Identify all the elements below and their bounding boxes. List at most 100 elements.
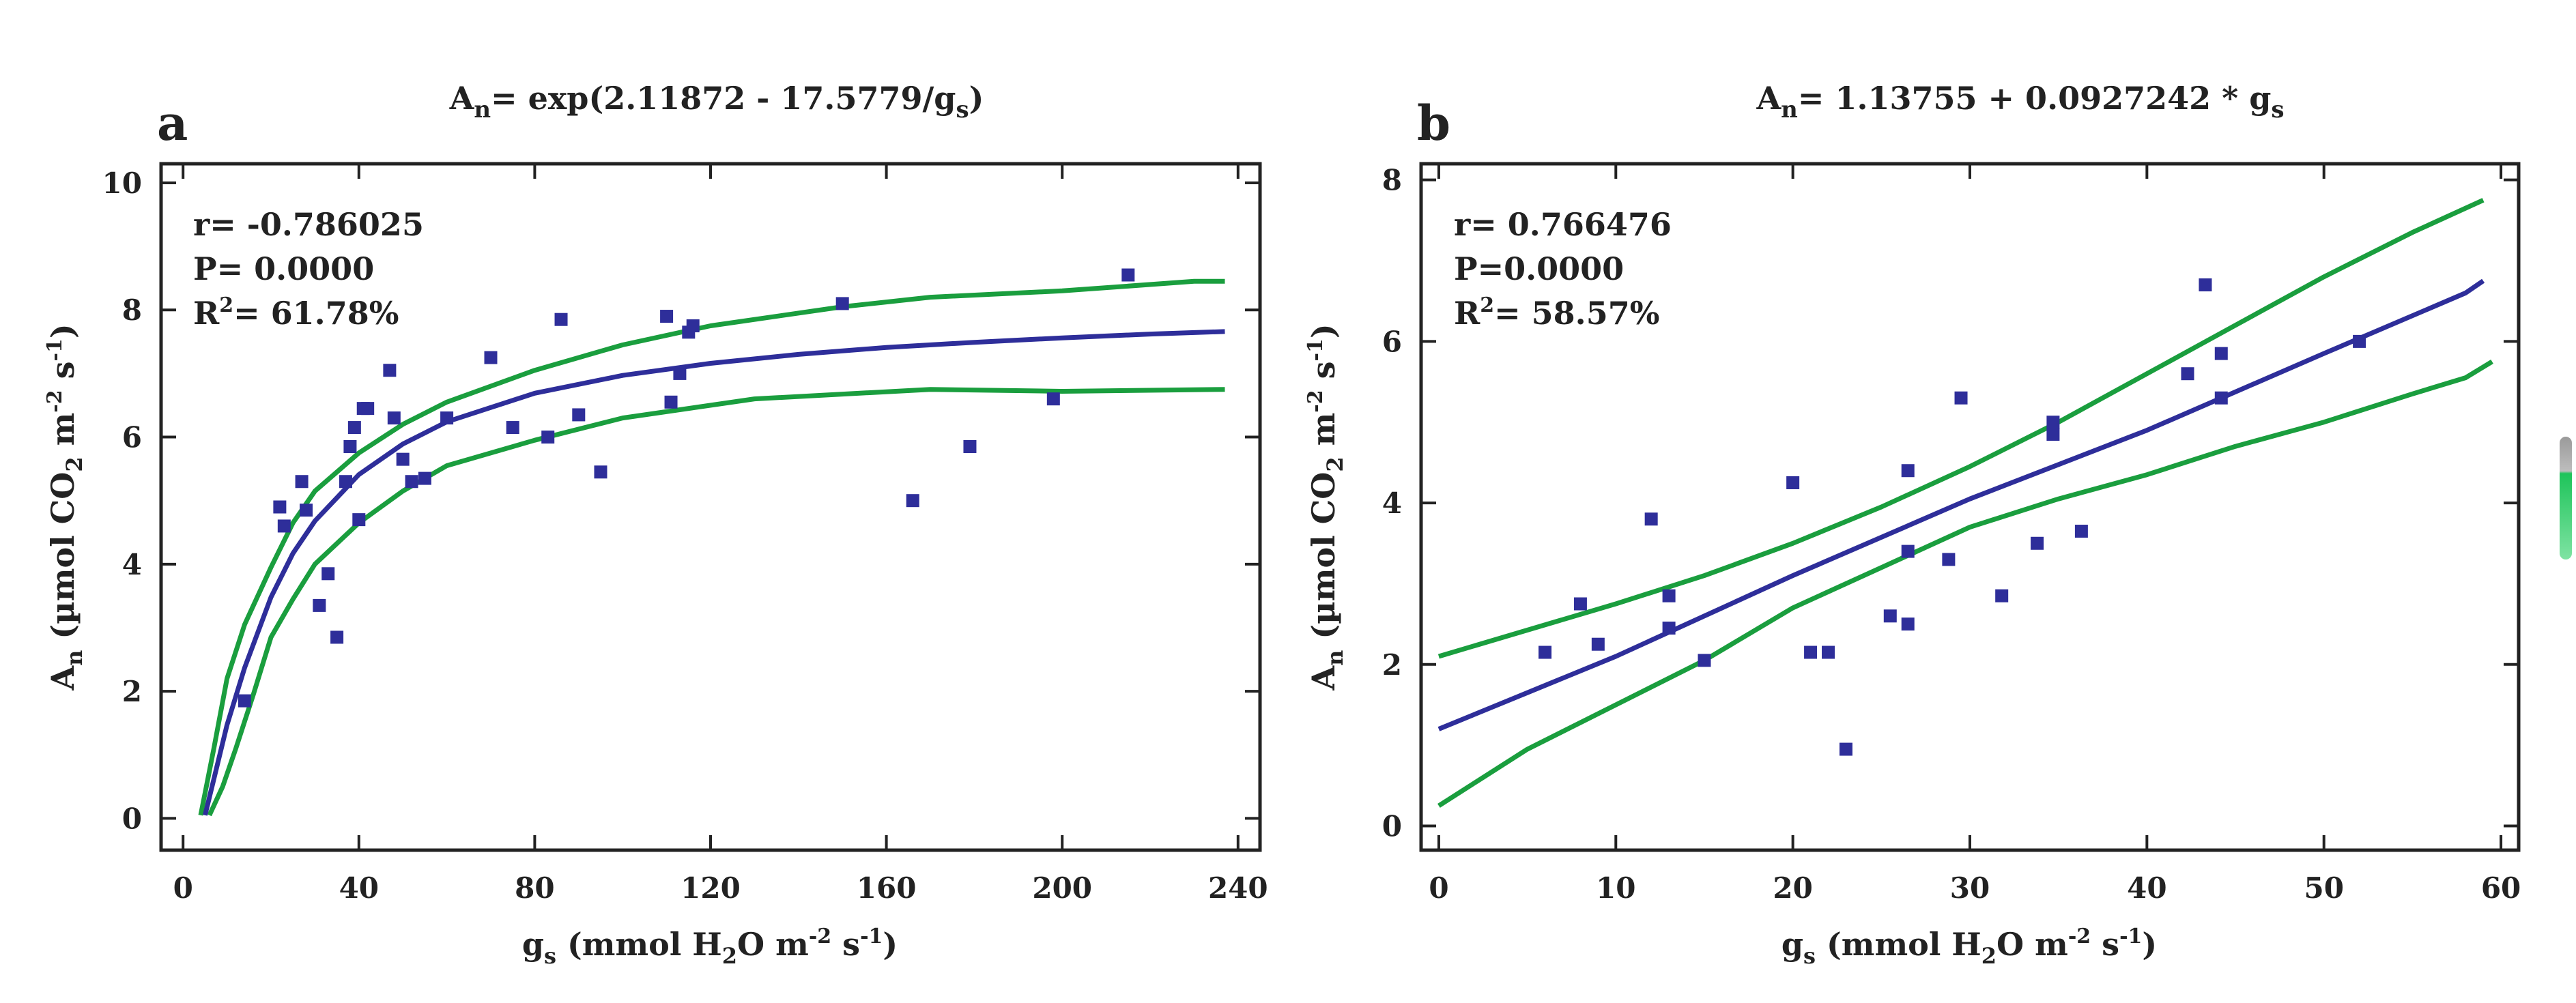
panel-b-data-point (2214, 347, 2228, 360)
panel-b-data-point (1573, 597, 1587, 611)
panel-a-ylabel-c-sup: -2 (43, 390, 67, 412)
panel-b-xlabel-c: O m (1997, 926, 2068, 963)
panel-a-data-point (660, 310, 674, 323)
panel-a-ci-lines (198, 278, 1225, 817)
panel-a-data-point (361, 402, 375, 416)
panel-a-data-point (300, 504, 313, 517)
panel-a-y-tick-label: 4 (122, 548, 142, 581)
panel-a-x-tick-label: 160 (857, 871, 917, 905)
panel-b-ylabel-b-sub: 2 (1322, 456, 1348, 471)
panel-a-xlabel-d-sup: -1 (860, 925, 883, 948)
panel-a-data-point (396, 452, 410, 466)
panel-b-data-point (1995, 589, 2009, 602)
panel-b-x-tick-label: 40 (2127, 871, 2166, 905)
panel-b-data-point (2199, 278, 2212, 292)
panel-b-title-lhs-sub: n (1781, 96, 1798, 123)
panel-a-data-point (440, 411, 454, 425)
panel-b-data-point (1662, 622, 1676, 635)
panel-b-xlabel-e: ) (2142, 926, 2157, 963)
panel-b-ylabel-b: (µmol CO (1305, 472, 1342, 650)
panel-a-x-tick-label: 240 (1208, 871, 1268, 905)
panel-a-data-point (906, 494, 919, 508)
panel-a-points (238, 268, 1135, 708)
panel-b-ylabel-c: m (1305, 413, 1342, 457)
panel-b-xlabel-a: g (1781, 926, 1803, 963)
panel-b-y-tick-label: 8 (1382, 164, 1402, 197)
panel-a-y-tick-label: 6 (122, 421, 142, 454)
panel-b-data-point (1786, 476, 1800, 489)
panel-a-ylabel-d: s (44, 361, 81, 390)
panel-a-data-point (313, 598, 326, 612)
panel-b-data-point (1822, 645, 1835, 659)
panel-b-y-tick-label: 0 (1382, 809, 1402, 843)
panel-b-ticks: 0 10 20 30 40 50 60 0 2 4 6 8 (1382, 164, 2521, 905)
panel-b-data-point (2046, 416, 2060, 429)
panel-b-x-tick-label: 60 (2481, 871, 2521, 905)
panel-a-data-point (352, 513, 366, 527)
panel-a-stat-r2-pre: R (193, 295, 220, 332)
panel-a-stat-r2-post: = 61.78% (233, 295, 399, 332)
panel-b-fit-line (1437, 278, 2485, 731)
panel-b-title-rhs: = 1.13755 + 0.0927242 * g (1798, 80, 2272, 117)
panel-b-stat-r2-pre: R (1454, 295, 1480, 332)
panel-b-stat-r2: R2= 58.57% (1454, 293, 1659, 332)
panel-a-data-point (347, 421, 361, 435)
panel-a-ticks: 0 40 80 120 160 200 240 0 2 4 6 8 10 (102, 164, 1268, 905)
panel-a-x-tick-label: 0 (173, 871, 193, 905)
panel-a-data-point (594, 465, 607, 479)
panel-b-ci-lines (1437, 198, 2493, 808)
panel-b-stat-r: r= 0.766476 (1454, 206, 1672, 243)
panel-a-y-tick-label: 2 (122, 675, 142, 708)
panel-a-data-point (387, 411, 401, 425)
panel-b-x-tick-label: 0 (1429, 871, 1448, 905)
panel-a-data-point (339, 475, 352, 489)
panel-b-data-point (1954, 391, 1968, 405)
panel-a-title-lhs: A (449, 80, 475, 117)
panel-a-title-rhs-end: ) (969, 80, 984, 117)
panel-a-ylabel-a-sub: n (61, 650, 87, 666)
panel-b-points (1539, 278, 2366, 756)
panel-b-ci-upper-line (1437, 198, 2485, 659)
panel-a-ylabel-d-sup: -1 (43, 338, 67, 361)
panel-b-y-axis-label: An (µmol CO2 m-2 s-1) (1304, 323, 1348, 691)
panel-b-data-point (1644, 512, 1658, 526)
panel-a-data-point (554, 312, 568, 326)
panel-a-x-tick-label: 80 (515, 871, 554, 905)
panel-a-data-point (1121, 268, 1135, 282)
panel-a-y-tick-label: 8 (122, 293, 142, 327)
panel-a-data-point (418, 471, 431, 485)
panel-a: a An= exp(2.11872 - 17.5779/gs) 0 40 80 120… (43, 80, 1268, 969)
panel-a-data-point (321, 567, 335, 581)
panel-b-xlabel-d-sup: -1 (2119, 925, 2142, 948)
panel-b-data-point (2074, 525, 2088, 538)
panel-a-data-point (405, 475, 418, 489)
panel-a-data-point (383, 364, 397, 377)
panel-a-ylabel-e: ) (44, 323, 81, 338)
panel-b-data-point (1901, 464, 1915, 478)
panel-b-data-point (1804, 645, 1818, 659)
scrollbar-thumb[interactable] (2556, 437, 2576, 559)
panel-b-stat-r2-sup: 2 (1480, 293, 1494, 317)
panel-a-data-point (572, 408, 586, 422)
panel-b-data-point (1839, 742, 1852, 756)
panel-b-y-tick-label: 2 (1382, 648, 1402, 682)
panel-a-data-point (686, 319, 700, 333)
panel-a-xlabel-c: O m (737, 926, 809, 963)
panel-a-data-point (330, 630, 344, 644)
panel-b-data-point (2046, 427, 2060, 441)
panel-a-ci-lower-line (207, 387, 1225, 817)
panel-b-regression-line (1437, 278, 2485, 731)
panel-a-x-axis-label: gs (mmol H2O m-2 s-1) (522, 925, 898, 969)
panel-b-data-point (2181, 367, 2194, 381)
panel-a-stat-r: r= -0.786025 (193, 206, 424, 243)
panel-b-ylabel-d-sup: -1 (1304, 338, 1328, 361)
panel-a-xlabel-b: (mmol H (556, 926, 722, 963)
panel-b-x-tick-label: 50 (2304, 871, 2343, 905)
panel-b-data-point (2031, 536, 2044, 550)
panel-b-label: b (1417, 95, 1450, 151)
scrollbar-graphic (2560, 437, 2572, 559)
panel-b-data-point (1883, 609, 1897, 623)
panel-a-ylabel-b: (µmol CO (44, 472, 81, 650)
panel-b-title: An= 1.13755 + 0.0927242 * gs (1756, 80, 2284, 123)
